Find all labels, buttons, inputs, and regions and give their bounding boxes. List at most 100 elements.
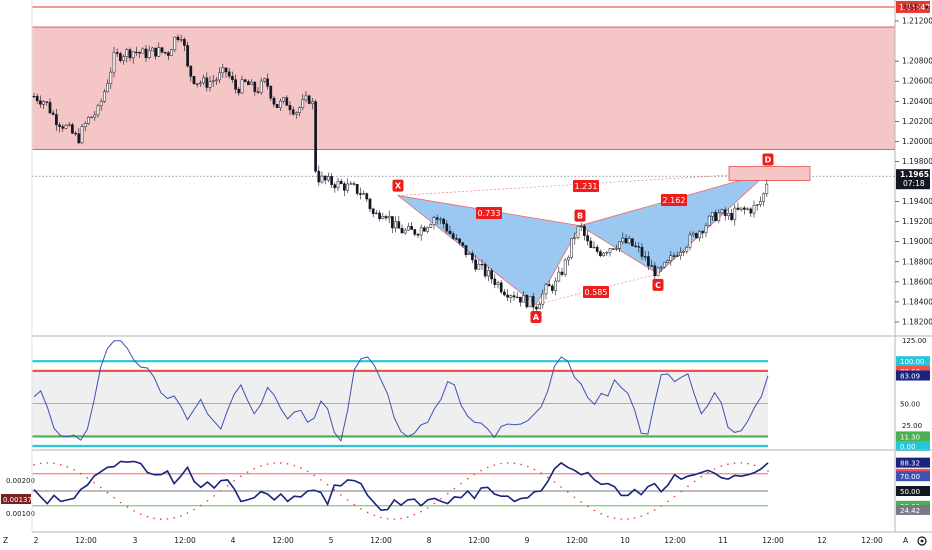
- candle-body: [35, 96, 39, 102]
- candle-body: [381, 216, 385, 219]
- candle-body: [621, 237, 625, 243]
- candle-body: [103, 91, 106, 102]
- currency-label[interactable]: USD ▾: [904, 3, 929, 12]
- candle-body: [711, 212, 714, 217]
- candle-body: [627, 238, 631, 244]
- candle-body: [666, 260, 669, 263]
- candle-body: [519, 296, 522, 303]
- candle-body: [87, 116, 90, 124]
- footer-left-label[interactable]: Z: [3, 536, 8, 545]
- osc2-signal-dot: [393, 518, 396, 520]
- candle-body: [215, 79, 218, 82]
- candle-body: [419, 227, 423, 236]
- supply-zone[interactable]: [31, 26, 896, 150]
- candle-body: [64, 125, 68, 129]
- candle-body: [397, 221, 401, 229]
- osc2-signal-dot: [620, 518, 622, 520]
- candle-body: [218, 72, 221, 81]
- candle-body: [567, 257, 570, 261]
- osc2-signal-dot: [587, 505, 589, 508]
- candle-body: [592, 246, 596, 249]
- osc2-signal-dot: [166, 518, 169, 520]
- osc2-signal-dot: [240, 475, 242, 478]
- candle-body: [755, 204, 759, 206]
- candle-body: [691, 233, 695, 236]
- candle-body: [675, 255, 679, 257]
- osc2-signal-dot: [133, 510, 135, 512]
- candle-body: [439, 218, 442, 221]
- osc2-signal-dot: [300, 467, 302, 469]
- candle-body: [410, 226, 413, 230]
- time-axis[interactable]: 2 12:00 3 12:00 4 12:00 5 12:00 8 12:00 9 12:00 10 12…: [34, 536, 883, 545]
- candle-body: [506, 294, 509, 298]
- osc2-signal-dot: [667, 500, 669, 503]
- osc2-signal-dot: [420, 510, 422, 513]
- candle-body: [541, 293, 545, 305]
- candle-body: [371, 208, 375, 215]
- candle-body: [295, 112, 298, 115]
- osc2-signal-dot: [486, 466, 489, 469]
- gear-icon[interactable]: [917, 536, 927, 546]
- candle-body: [762, 193, 765, 202]
- osc2-signal-dot: [380, 516, 382, 519]
- pattern-tag: [652, 278, 664, 291]
- osc2-signal-dot: [53, 462, 55, 465]
- osc2-signal-dot: [99, 486, 102, 489]
- candle-body: [573, 237, 577, 240]
- candle-body: [538, 304, 541, 310]
- osc2-signal-dot: [480, 469, 482, 472]
- osc2-signal-dot: [727, 463, 729, 466]
- candle-body: [413, 229, 417, 235]
- candle-body: [192, 76, 196, 84]
- osc2-signal-dot: [206, 499, 209, 502]
- candle-body: [359, 193, 362, 195]
- candle-body: [314, 101, 317, 172]
- candle-body: [551, 285, 554, 291]
- candle-body: [682, 251, 685, 253]
- pattern-tag: [392, 179, 404, 192]
- osc2-signal-dot: [400, 517, 402, 520]
- price-tick-label: 1.20400: [902, 97, 932, 106]
- price-tick-label: 1.20600: [902, 77, 932, 86]
- candle-body: [263, 78, 266, 82]
- candle-body: [525, 294, 529, 308]
- osc1-current-badge: [896, 370, 930, 381]
- countdown-text: 07:18: [903, 179, 925, 188]
- osc2-signal-dot: [573, 496, 576, 498]
- osc2-level-badge: [896, 486, 930, 496]
- osc2-signal-dot: [567, 491, 569, 493]
- candle-body: [112, 52, 116, 73]
- candle-body: [151, 47, 154, 52]
- price-tick-label: 1.18400: [902, 297, 932, 306]
- d-completion-box[interactable]: [728, 166, 811, 181]
- price-axis[interactable]: 1.21200 1.20800 1.20600 1.20400 1.20200 1.200…: [895, 17, 932, 327]
- candle-body: [471, 253, 474, 261]
- candle-body: [528, 296, 532, 308]
- candle-body: [487, 270, 490, 277]
- candle-body: [387, 216, 391, 219]
- osc2-signal-dot: [346, 499, 349, 501]
- candle-body: [199, 82, 202, 85]
- osc1-current-label: 83.09: [900, 373, 920, 381]
- candle-body: [704, 225, 708, 234]
- candle-body: [640, 247, 644, 257]
- osc2-signal-dot: [266, 463, 269, 465]
- osc2-signal-dot: [313, 474, 316, 477]
- candle-body: [679, 251, 682, 257]
- osc2-signal-dot: [713, 468, 716, 470]
- candle-body: [221, 67, 225, 74]
- osc1-level-label: 50.00: [900, 401, 920, 409]
- candle-body: [90, 116, 93, 119]
- candle-body: [602, 252, 605, 257]
- candle-body: [301, 99, 305, 109]
- pattern-tag: [530, 310, 542, 323]
- osc1-level-badge: [896, 398, 930, 409]
- candle-body: [730, 213, 733, 220]
- osc2-level-badge: [896, 504, 930, 515]
- candle-body: [576, 225, 580, 238]
- candle-body: [183, 39, 186, 46]
- osc2-signal-dot: [733, 462, 736, 464]
- candle-body: [467, 253, 471, 256]
- footer-right-label[interactable]: A: [903, 536, 909, 545]
